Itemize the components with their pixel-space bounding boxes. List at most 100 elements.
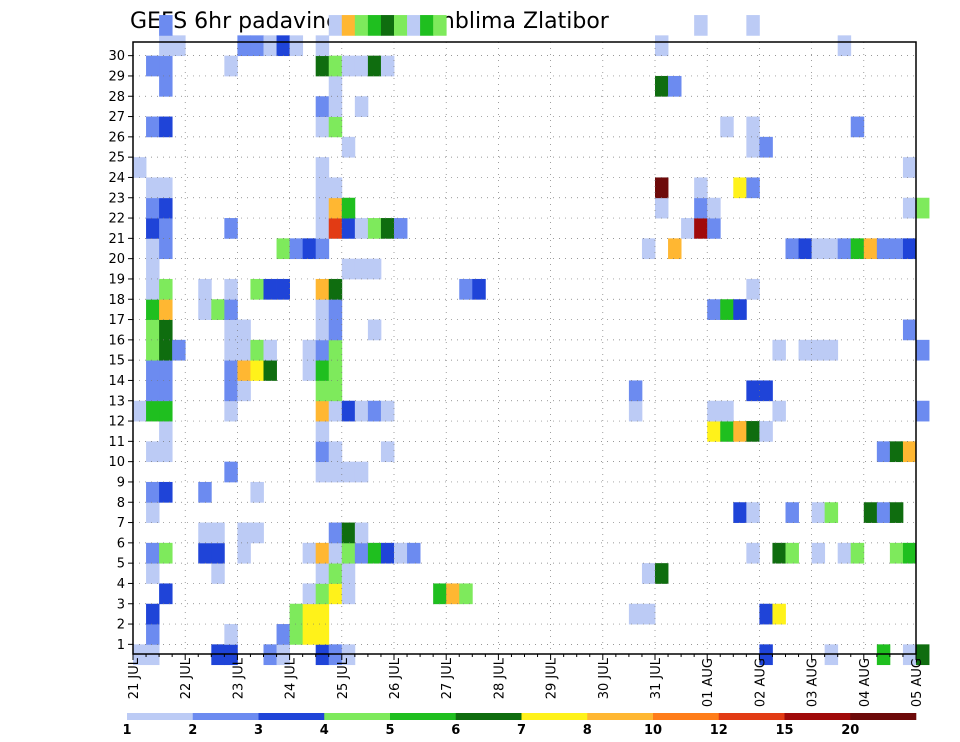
heatmap-cell <box>746 15 760 36</box>
heatmap-cell <box>641 603 656 625</box>
heatmap-cell <box>837 238 852 260</box>
heatmap-cell <box>211 299 225 320</box>
heatmap-cell <box>772 339 786 361</box>
heatmap-cell <box>146 360 160 381</box>
x-tick-label: 03 AUG <box>806 658 821 707</box>
heatmap-cell <box>159 116 173 138</box>
x-tick-label: 05 AUG <box>910 658 925 707</box>
heatmap-cell <box>459 278 473 300</box>
heatmap-cell <box>707 400 721 422</box>
heatmap-cell <box>133 400 147 422</box>
heatmap-cell <box>315 157 330 178</box>
heatmap-cell <box>394 218 408 239</box>
heatmap-cell <box>328 339 343 361</box>
heatmap-cell <box>315 563 330 584</box>
heatmap-cell <box>146 542 160 564</box>
heatmap-cell <box>133 157 147 178</box>
heatmap-cell <box>811 542 826 564</box>
heatmap-cell <box>328 583 343 605</box>
colorbar-segment <box>127 713 194 720</box>
x-tick-label: 25 JUL <box>336 657 351 699</box>
x-tick-label: 27 JUL <box>440 657 455 699</box>
heatmap-cell <box>668 75 682 97</box>
y-axis: 1234567891011121314151617181920212223242… <box>108 49 133 653</box>
heatmap-cell <box>276 278 290 300</box>
heatmap-cell <box>785 502 799 523</box>
heatmap-cell <box>367 319 382 341</box>
heatmap-cell <box>146 624 160 645</box>
x-tick-label: 21 JUL <box>127 657 142 699</box>
y-tick-label: 11 <box>108 435 125 450</box>
heatmap-cell <box>876 238 891 260</box>
heatmap-cells <box>133 15 930 666</box>
heatmap-cell <box>772 603 786 625</box>
heatmap-cell <box>394 542 408 564</box>
heatmap-cell <box>367 258 382 280</box>
heatmap-cell <box>289 624 304 645</box>
heatmap-cell <box>224 400 238 422</box>
x-axis: 21 JUL 22 JUL 23 JUL 24 JUL 25 JUL 26 JUL 27 J… <box>127 654 925 707</box>
heatmap-cell <box>824 238 839 260</box>
heatmap-cell <box>224 360 238 381</box>
colorbar-label: 3 <box>254 723 263 738</box>
heatmap-cell <box>263 360 277 381</box>
colorbar-segment <box>455 713 522 720</box>
heatmap-cell <box>315 441 330 463</box>
heatmap-cell <box>224 624 238 645</box>
heatmap-cell <box>759 380 773 402</box>
heatmap-cell <box>276 624 290 645</box>
colorbar-label: 12 <box>710 723 728 738</box>
heatmap-cell <box>172 339 186 361</box>
heatmap-cell <box>250 278 264 300</box>
heatmap-cell <box>380 441 395 463</box>
heatmap-cell <box>354 218 369 239</box>
heatmap-cell <box>146 319 160 341</box>
heatmap-cell <box>159 481 173 503</box>
heatmap-cell <box>146 502 160 523</box>
y-tick-label: 7 <box>117 516 125 531</box>
heatmap-cell <box>302 238 317 260</box>
heatmap-cell <box>354 55 369 77</box>
heatmap-cell <box>289 603 304 625</box>
heatmap-cell <box>655 563 669 584</box>
heatmap-cell <box>328 15 343 36</box>
heatmap-cell <box>824 502 839 523</box>
heatmap-cell <box>159 360 173 381</box>
x-tick-label: 04 AUG <box>858 658 873 707</box>
heatmap-cell <box>159 542 173 564</box>
heatmap-cell <box>146 197 160 219</box>
heatmap-cell <box>850 238 865 260</box>
heatmap-cell <box>380 542 395 564</box>
heatmap-cell <box>354 542 369 564</box>
heatmap-cell <box>433 15 447 36</box>
heatmap-cell <box>315 116 330 138</box>
heatmap-cell <box>341 15 356 36</box>
heatmap-cell <box>798 238 812 260</box>
heatmap-cell <box>146 400 160 422</box>
y-tick-label: 30 <box>108 49 125 64</box>
heatmap-cell <box>146 380 160 402</box>
heatmap-cell <box>250 35 264 57</box>
x-tick-label: 29 JUL <box>545 657 560 699</box>
heatmap-cell <box>328 400 343 422</box>
heatmap-cell <box>367 218 382 239</box>
heatmap-cell <box>146 258 160 280</box>
heatmap-cell <box>681 218 695 239</box>
heatmap-cell <box>380 55 395 77</box>
heatmap-cell <box>694 218 708 239</box>
heatmap-cell <box>328 96 343 117</box>
heatmap-cell <box>211 563 225 584</box>
heatmap-cell <box>785 542 799 564</box>
heatmap-cell <box>641 238 656 260</box>
heatmap-cell <box>315 583 330 605</box>
heatmap-cell <box>746 502 760 523</box>
heatmap-cell <box>159 177 173 199</box>
heatmap-cell <box>354 96 369 117</box>
heatmap-cell <box>354 15 369 36</box>
heatmap-cell <box>146 441 160 463</box>
heatmap-cell <box>641 563 656 584</box>
heatmap-cell <box>159 55 173 77</box>
heatmap-cell <box>146 116 160 138</box>
heatmap-cell <box>733 177 747 199</box>
heatmap-cell <box>237 35 251 57</box>
